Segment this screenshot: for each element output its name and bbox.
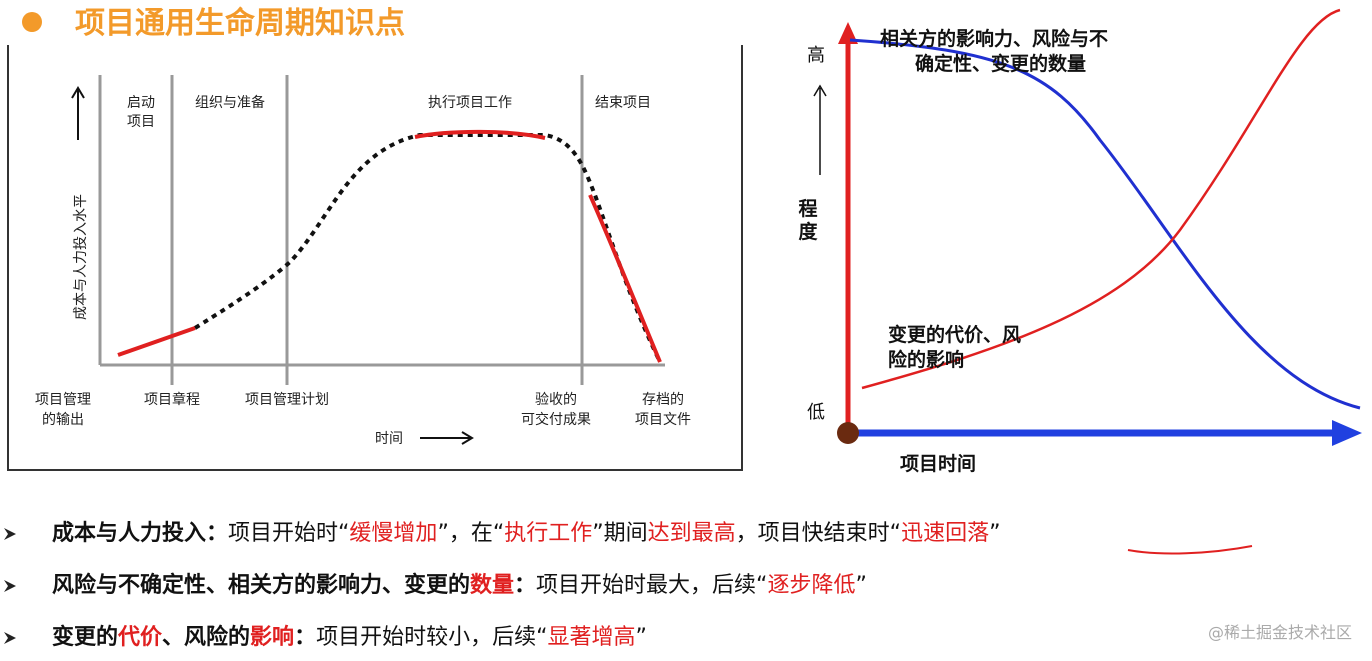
blue-curve [849, 38, 1361, 410]
bullet-text: 成本与人力投入： [52, 521, 228, 546]
trend-diagram: 高 低 程 度 相关方的影响力、风险与不 确定性、变更的数量 变更的代价、风 险… [798, 8, 1362, 475]
bullet-text: 风险与不确定性、相关方的影响力、变更的 [52, 572, 470, 598]
bullet-text: 影响 [250, 624, 294, 650]
bullet-text: 迅速回落 [901, 521, 989, 546]
bullet-text: 、风险的 [162, 624, 250, 650]
bullet-text: ” [989, 521, 1000, 546]
phase: 组织与准备 [195, 94, 265, 111]
bullet-text: 逐步降低 [767, 573, 855, 598]
bullet-arrow [4, 580, 16, 592]
bullet: 成本与人力投入：项目开始时“缓慢增加”，在“执行工作”期间达到最高，项目快结束时… [52, 521, 1001, 546]
lifecycle-diagram: 成本与人力投入水平 启动 项目 组织与准备 执行项目工作 结束项目 项目管理 的… [7, 45, 743, 471]
y-label: 程 [798, 198, 817, 220]
title: 项目通用生命周期知识点 [75, 6, 405, 41]
milestone: 项目管理 [35, 392, 91, 408]
red-curve [861, 8, 1341, 390]
bullet-text: 执行工作 [504, 521, 592, 546]
phase: 项目 [127, 114, 155, 130]
blue-label: 确定性、变更的数量 [915, 52, 1086, 75]
milestone: 项目章程 [144, 391, 200, 408]
x-label: 项目时间 [900, 453, 976, 475]
red-label: 变更的代价、风 [888, 323, 1021, 346]
bullet-text: ： [514, 573, 536, 598]
bullet-text: ”期间 [592, 521, 647, 546]
y-label: 成本与人力投入水平 [73, 194, 89, 320]
milestone: 项目文件 [635, 412, 691, 428]
arrow [71, 86, 85, 140]
bullet-text: 代价 [117, 625, 163, 650]
bullet-text: 缓慢增加 [349, 521, 437, 546]
bullet-text: 显著增高 [547, 625, 635, 650]
arrowhead [838, 22, 858, 44]
watermark: @稀土掘金技术社区 [1208, 623, 1352, 642]
bullet-text: ” [855, 573, 866, 598]
bullet-text: ： [294, 625, 316, 650]
red-label: 险的影响 [888, 348, 964, 371]
bullet: 变更的代价、风险的影响：项目开始时较小，后续“显著增高” [52, 624, 647, 650]
bullet-arrow [4, 528, 16, 540]
milestone: 可交付成果 [521, 411, 591, 428]
curve [193, 133, 662, 363]
milestone: 存档的 [642, 392, 684, 408]
phase: 结束项目 [595, 95, 651, 111]
bullet-text: ”，在“ [437, 521, 504, 546]
title-dot [22, 12, 42, 32]
bullet-text: 项目开始时最大，后续“ [536, 573, 767, 598]
arrow [420, 431, 474, 445]
milestone: 的输出 [42, 412, 84, 428]
bullet-text: 数量 [470, 572, 514, 598]
arrow [813, 84, 827, 175]
origin [837, 422, 859, 444]
curve-highlight [117, 326, 196, 357]
bullet-text: 变更的 [52, 624, 118, 650]
high: 高 [807, 45, 825, 66]
bullet-text: 达到最高 [648, 521, 736, 546]
bullet-arrow [4, 632, 16, 644]
underline [1127, 545, 1253, 555]
phase: 启动 [127, 95, 155, 111]
milestone: 验收的 [535, 392, 577, 408]
phase: 执行项目工作 [428, 95, 512, 111]
arrowhead [1332, 420, 1362, 446]
bullet-text: ，项目快结束时“ [736, 521, 901, 546]
bullet-text: 项目开始时“ [228, 521, 349, 546]
y-label: 度 [798, 220, 818, 243]
curve-highlight [414, 129, 546, 140]
bullet-text: 项目开始时较小，后续“ [316, 625, 547, 650]
bullet: 风险与不确定性、相关方的影响力、变更的数量：项目开始时最大，后续“逐步降低” [52, 572, 867, 598]
blue-label: 相关方的影响力、风险与不 [880, 27, 1108, 50]
x-label: 时间 [375, 431, 403, 447]
frame [7, 45, 743, 471]
low: 低 [807, 402, 825, 423]
bullet-text: ” [636, 625, 647, 650]
curve-highlight [588, 194, 662, 363]
bullet-list: 成本与人力投入：项目开始时“缓慢增加”，在“执行工作”期间达到最高，项目快结束时… [4, 521, 1001, 650]
milestone: 项目管理计划 [245, 392, 329, 408]
